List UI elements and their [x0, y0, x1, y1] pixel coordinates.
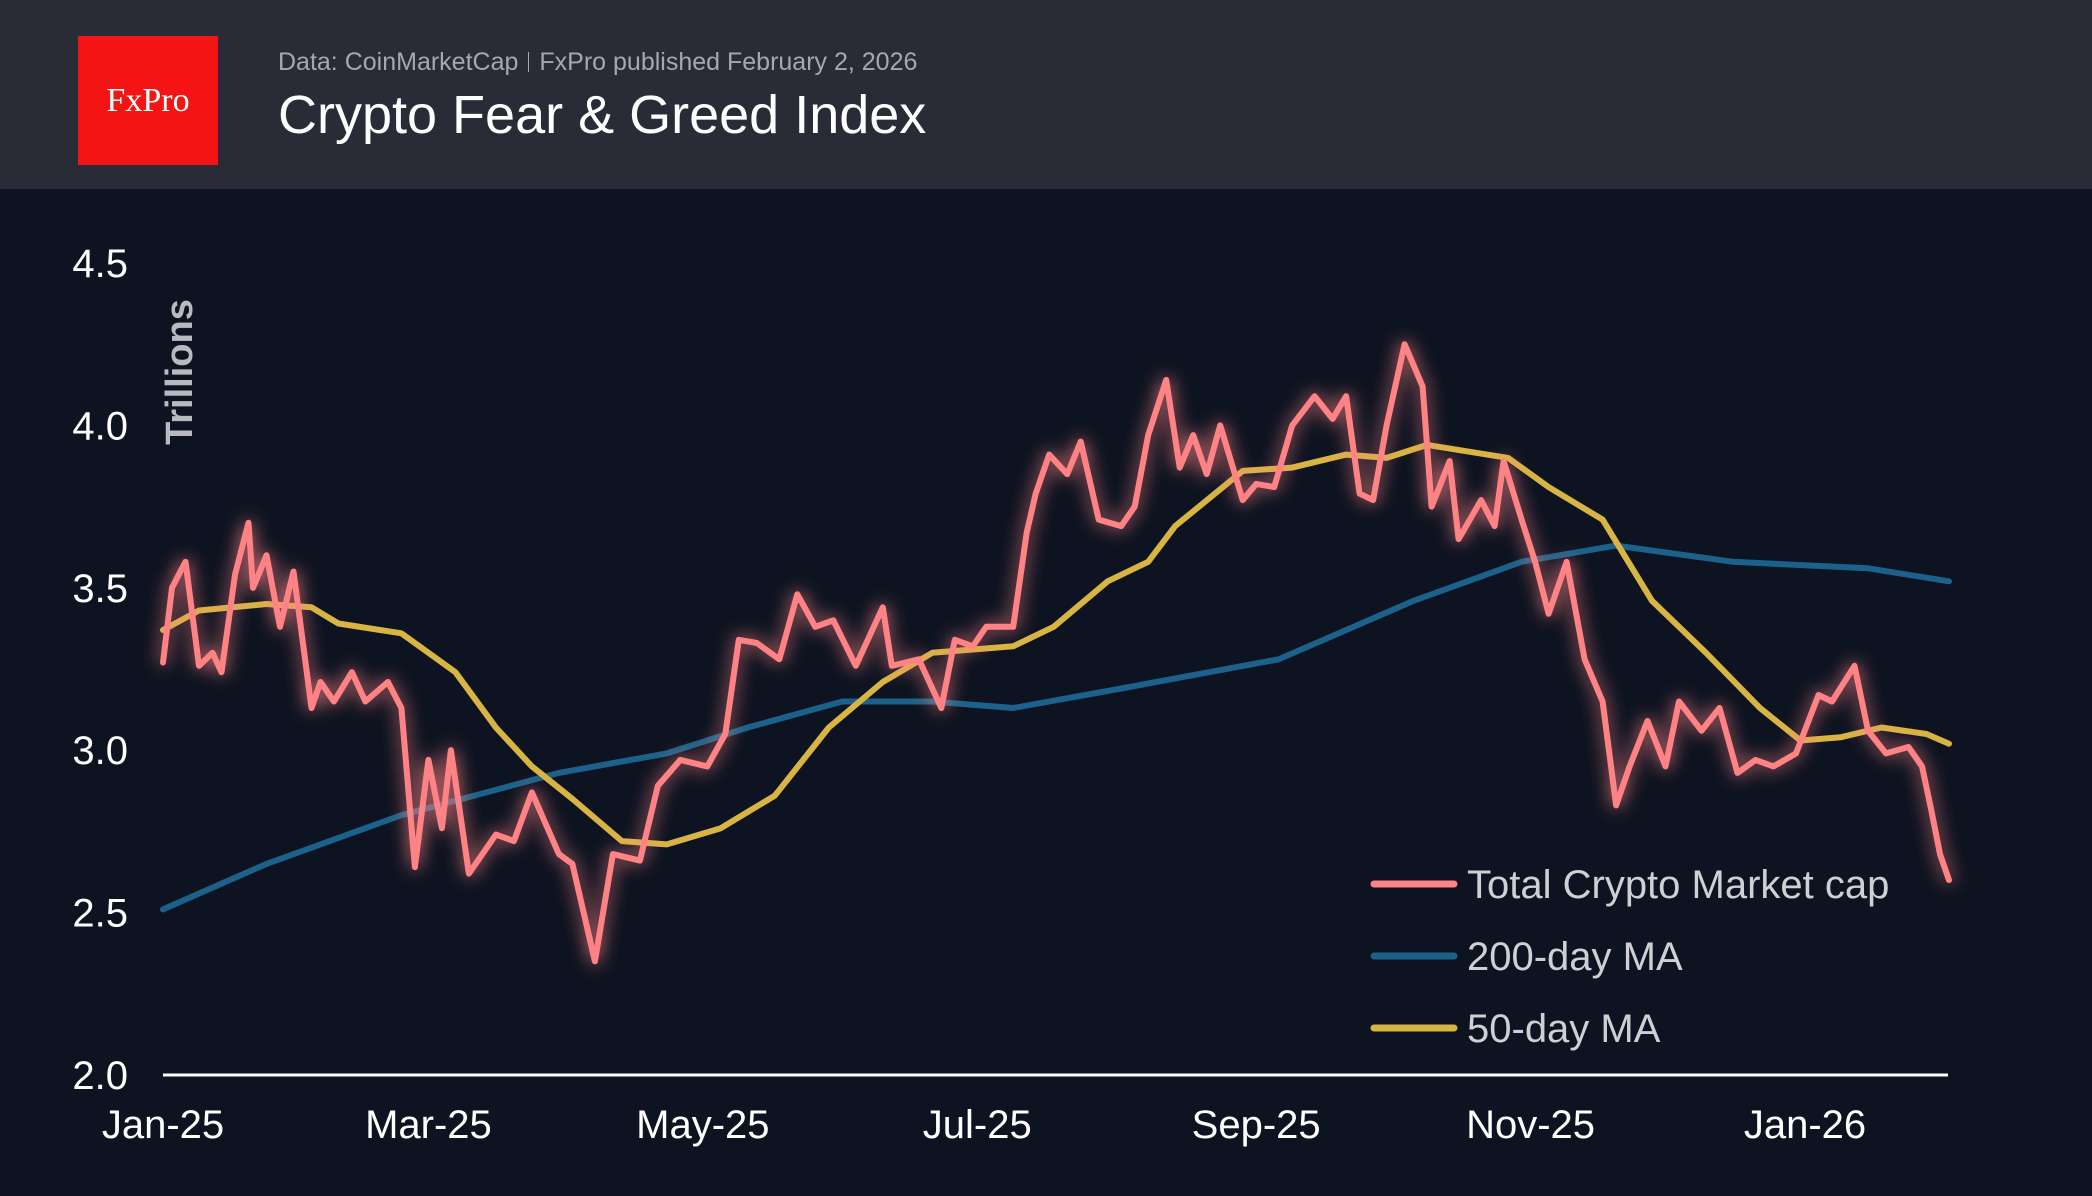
x-tick-label: Nov-25	[1466, 1103, 1595, 1147]
y-tick-label: 3.5	[72, 567, 128, 611]
series-line-50-day-ma	[160, 441, 1952, 848]
separator	[528, 52, 530, 72]
header-bar: FxPro Data: CoinMarketCap FxPro published…	[0, 0, 2092, 189]
legend-label: Total Crypto Market cap	[1467, 863, 1889, 907]
x-tick-label: Jan-26	[1744, 1103, 1866, 1147]
series-line-200-day-ma	[160, 542, 1952, 913]
y-axis-label: Trillions	[159, 299, 201, 445]
logo-text: FxPro	[106, 81, 190, 119]
chart-subtitle: Data: CoinMarketCap FxPro published Febru…	[278, 48, 917, 77]
x-tick-label: Jan-25	[102, 1103, 224, 1147]
legend-label: 50-day MA	[1467, 1007, 1661, 1051]
x-tick-label: Jul-25	[923, 1103, 1032, 1147]
series-line-total-crypto-market-cap	[160, 341, 1952, 965]
published-date: FxPro published February 2, 2026	[539, 48, 918, 76]
x-tick-label: Sep-25	[1192, 1103, 1321, 1147]
y-tick-label: 4.5	[72, 242, 128, 286]
y-tick-label: 4.0	[72, 404, 128, 448]
y-tick-label: 2.0	[72, 1054, 128, 1098]
legend: Total Crypto Market cap 200-day MA 50-day …	[1370, 863, 1889, 1051]
y-tick-label: 2.5	[72, 892, 128, 936]
y-tick-label: 3.0	[72, 729, 128, 773]
chart-title: Crypto Fear & Greed Index	[278, 85, 927, 145]
fxpro-logo: FxPro	[78, 36, 218, 165]
x-tick-label: Mar-25	[365, 1103, 492, 1147]
legend-label: 200-day MA	[1467, 935, 1683, 979]
data-source: Data: CoinMarketCap	[278, 48, 519, 76]
x-tick-label: May-25	[636, 1103, 769, 1147]
